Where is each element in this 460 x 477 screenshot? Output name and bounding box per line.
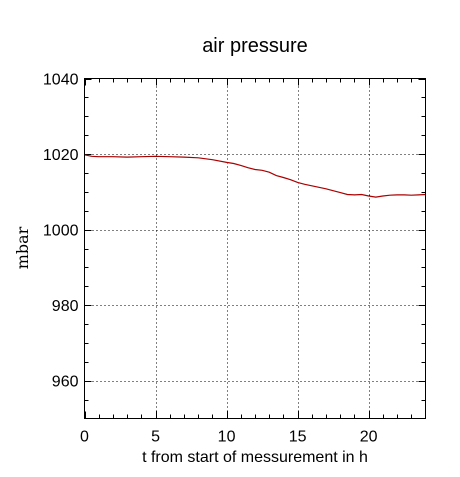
x-tick-label: 20 [360,429,378,446]
x-tick-label: 5 [151,429,160,446]
y-tick-label: 960 [52,374,79,391]
y-tick-label: 1040 [43,72,79,89]
x-tick-label: 15 [289,429,307,446]
ticks [84,78,426,419]
y-tick-label: 1000 [43,223,79,240]
tick-labels: 0 5 10 15 20 960 980 1000 1020 1040 [43,72,378,446]
series-line-air-pressure [84,154,426,198]
x-tick-label: 10 [218,429,236,446]
plot-frame [84,78,426,419]
plot-area [84,154,426,198]
chart-title: air pressure [202,35,308,57]
y-axis-label: mbar [13,226,32,269]
x-tick-label: 0 [80,429,89,446]
y-tick-label: 980 [52,298,79,315]
y-tick-label: 1020 [43,147,79,164]
x-axis-label: t from start of messurement in h [142,449,368,466]
grid [84,78,426,419]
